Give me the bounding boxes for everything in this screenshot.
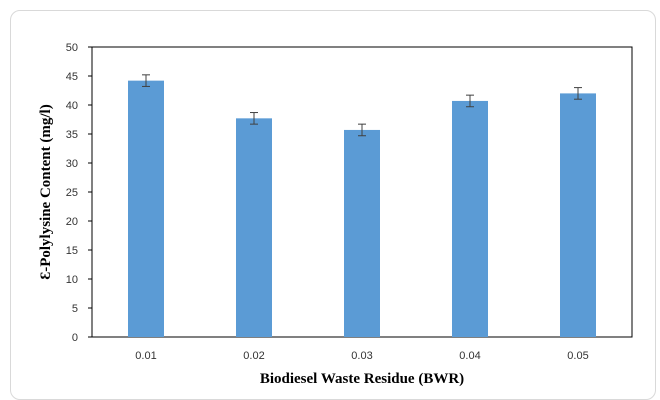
bar <box>236 118 272 337</box>
y-tick-label: 15 <box>66 245 78 257</box>
y-tick-label: 50 <box>66 42 78 54</box>
y-tick-label: 5 <box>72 303 78 315</box>
x-tick-label: 0.04 <box>459 350 480 362</box>
x-axis-ticks: 0.01 0.02 0.03 0.04 0.05 <box>135 350 588 362</box>
bars <box>128 80 596 338</box>
bar <box>452 100 488 337</box>
chart-frame <box>10 10 656 400</box>
x-axis-title: Biodiesel Waste Residue (BWR) <box>260 371 464 387</box>
y-tick-label: 30 <box>66 158 78 170</box>
bar <box>344 129 380 337</box>
x-tick-label: 0.03 <box>351 350 372 362</box>
x-tick-label: 0.01 <box>135 350 156 362</box>
x-tick-label: 0.02 <box>243 350 264 362</box>
y-axis-ticks: 0 5 10 15 20 25 30 35 40 45 50 <box>66 42 92 344</box>
y-tick-label: 20 <box>66 216 78 228</box>
y-tick-label: 35 <box>66 129 78 141</box>
bar <box>128 80 164 337</box>
y-tick-label: 0 <box>72 332 78 344</box>
y-tick-label: 25 <box>66 187 78 199</box>
x-tick-label: 0.05 <box>567 350 588 362</box>
bar <box>560 93 596 338</box>
y-tick-label: 10 <box>66 274 78 286</box>
y-tick-label: 40 <box>66 100 78 112</box>
error-bars <box>142 74 582 137</box>
y-axis-title: Ɛ-Polylysine Content (mg/l) <box>38 104 54 279</box>
y-tick-label: 45 <box>66 71 78 83</box>
